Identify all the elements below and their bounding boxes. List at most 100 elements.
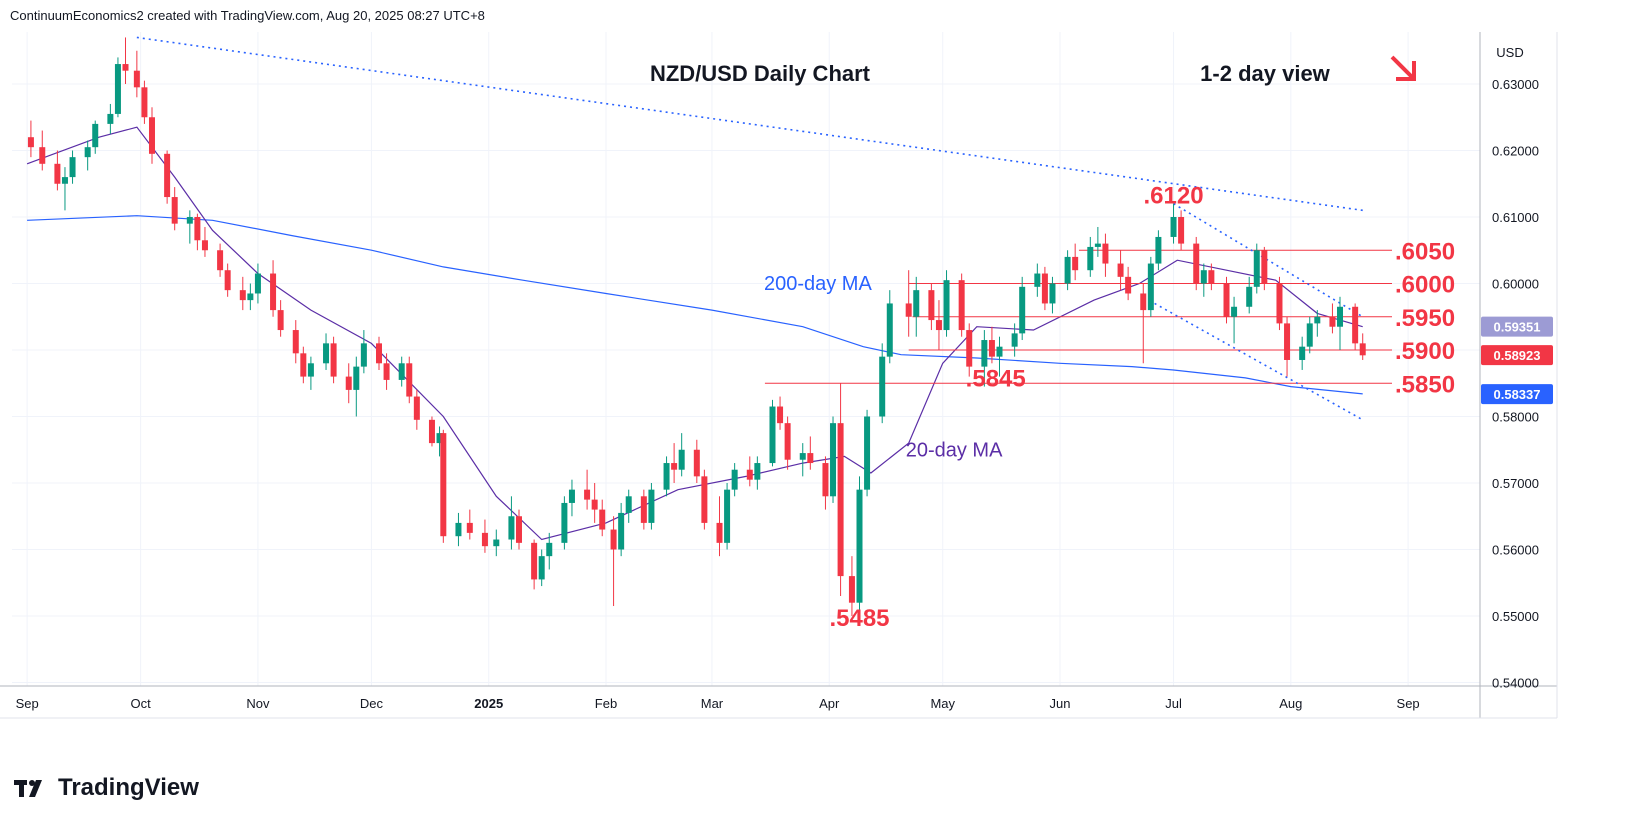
candle <box>610 516 617 607</box>
candle <box>848 556 855 616</box>
candle-body <box>508 516 515 540</box>
candle <box>1102 233 1109 277</box>
candle-body <box>981 340 988 367</box>
price-chart[interactable]: .6050 .6000 .5950 .5900 .5850 .6120 .5845 .548… <box>0 0 1634 770</box>
candle <box>905 270 912 337</box>
candle-body <box>1200 270 1207 284</box>
candle-body <box>1049 283 1056 304</box>
candle-body <box>1284 323 1291 360</box>
brand-name: TradingView <box>58 774 199 801</box>
grid-lines <box>12 32 1480 686</box>
candle <box>966 323 973 377</box>
level-label: .6000 <box>1395 272 1455 299</box>
annotation-label: .5845 <box>966 366 1026 393</box>
candle-body <box>1329 316 1336 327</box>
candle <box>398 356 405 387</box>
candle <box>671 443 678 483</box>
price-badge-text: 0.58923 <box>1494 348 1541 363</box>
candle <box>943 270 950 337</box>
candle-body <box>584 489 591 500</box>
candle <box>856 476 863 626</box>
candle <box>413 389 420 430</box>
candle <box>1299 336 1306 370</box>
candle <box>61 167 68 211</box>
candle-body <box>546 542 553 557</box>
candle <box>1231 296 1238 344</box>
candle <box>54 150 61 191</box>
candle-body <box>247 293 254 301</box>
candle <box>376 336 382 370</box>
candle-body <box>1034 273 1041 287</box>
candle <box>981 330 988 387</box>
ma20-line <box>26 126 1363 541</box>
candle <box>148 107 155 164</box>
candle <box>1117 250 1124 291</box>
candle <box>1011 323 1018 357</box>
candle <box>122 37 129 84</box>
candle <box>913 276 920 337</box>
candle-body <box>1117 263 1124 277</box>
candle <box>1276 276 1283 331</box>
price-badge-text: 0.58337 <box>1494 387 1541 402</box>
candle <box>194 213 201 251</box>
candle-body <box>455 522 462 537</box>
candle-body <box>1306 323 1313 347</box>
candle-body <box>1253 250 1260 287</box>
candle <box>784 416 791 470</box>
candle-body <box>935 320 942 331</box>
candle-body <box>648 489 655 523</box>
x-tick-label: May <box>930 696 955 711</box>
candle-body <box>754 463 761 480</box>
candle <box>1352 303 1359 350</box>
candle-body <box>701 476 708 523</box>
candle-body <box>1193 243 1200 284</box>
candle <box>1049 276 1056 314</box>
candle-body <box>194 217 201 241</box>
candle-body <box>493 539 500 547</box>
candle <box>584 469 591 510</box>
candle-body <box>1246 286 1253 307</box>
candle <box>663 456 670 497</box>
candle-body <box>1087 246 1094 271</box>
candle <box>455 512 462 547</box>
candle-body <box>822 463 829 497</box>
candle <box>1041 266 1048 311</box>
candle-body <box>1337 306 1344 327</box>
annotation-label: .5485 <box>829 605 889 632</box>
x-tick-label: Apr <box>819 696 840 711</box>
candle <box>568 479 575 517</box>
candle <box>701 469 708 530</box>
candle <box>1034 263 1041 297</box>
candle-body <box>663 463 670 490</box>
candle-body <box>864 416 871 490</box>
candle-body <box>799 453 806 460</box>
candle <box>436 426 443 457</box>
candle-body <box>481 532 488 547</box>
view-label: 1-2 day view <box>1200 61 1331 86</box>
candle-body <box>61 177 68 184</box>
price-badge-bg <box>1481 384 1553 405</box>
candle <box>531 539 538 590</box>
chart-title: NZD/USD Daily Chart <box>650 61 871 86</box>
candle <box>864 409 871 497</box>
candle <box>428 416 435 447</box>
candle-body <box>1314 316 1321 324</box>
candle <box>1253 243 1260 294</box>
candle-body <box>107 113 114 124</box>
x-tick-label: Nov <box>246 696 270 711</box>
candle <box>769 399 776 467</box>
candle-body <box>625 496 632 513</box>
candle-body <box>731 469 738 490</box>
candle <box>133 50 140 98</box>
candle-body <box>1072 256 1079 271</box>
annotation-label: 20-day MA <box>906 439 1003 461</box>
candle <box>353 356 360 417</box>
candle <box>247 283 254 311</box>
candle-body <box>270 273 277 311</box>
candle-body <box>746 469 753 480</box>
candle-body <box>330 343 337 377</box>
candle <box>69 150 76 184</box>
candle <box>345 363 352 404</box>
x-tick-label: Dec <box>360 696 384 711</box>
candle <box>300 346 307 384</box>
